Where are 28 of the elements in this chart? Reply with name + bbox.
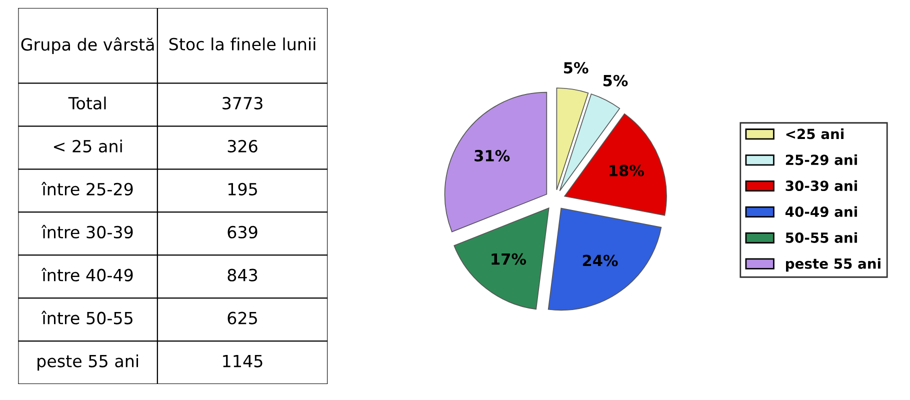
- data-label: 18%: [610, 164, 644, 176]
- text: Total: [68, 96, 106, 110]
- text: 3773: [222, 96, 262, 110]
- data-label: 24%: [582, 254, 618, 266]
- text: 843: [228, 268, 258, 282]
- legend-label: <25 ani: [786, 128, 844, 140]
- text: Grupa de vârstă: [21, 37, 154, 54]
- data-label: 31%: [474, 150, 510, 162]
- legend-label: 40-49 ani: [785, 206, 857, 217]
- legend-label: peste 55 ani: [786, 258, 880, 272]
- text: 625: [228, 312, 257, 324]
- text: < 25 ani: [54, 140, 122, 152]
- text: între 50-55: [41, 310, 132, 324]
- text: între 30-39: [41, 224, 133, 238]
- text: între 25-29: [41, 182, 133, 196]
- text: 195: [228, 182, 257, 196]
- legend-label: 50-55 ani: [786, 232, 857, 243]
- data-label: 5%: [564, 62, 588, 74]
- text: între 40-49: [41, 268, 133, 282]
- text: 326: [228, 140, 258, 152]
- text: 639: [228, 226, 258, 238]
- text: 1145: [223, 354, 262, 368]
- text: Stoc la finele lunii: [169, 38, 316, 50]
- data-label: 5%: [603, 74, 628, 86]
- data-label: 17%: [492, 253, 526, 265]
- text: peste 55 ani: [38, 354, 138, 371]
- legend-label: 30-39 ani: [786, 180, 857, 192]
- legend-label: 25-29 ani: [786, 154, 857, 166]
